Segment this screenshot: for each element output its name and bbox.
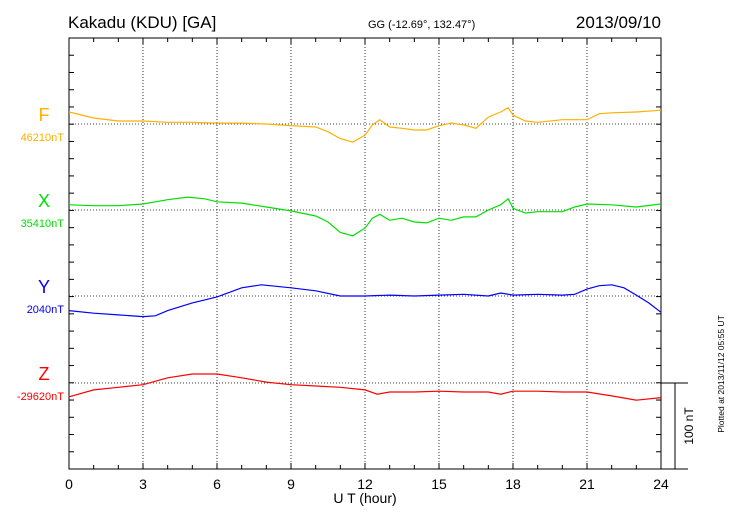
series-label-z: Z xyxy=(39,364,50,384)
scale-bar-label: 100 nT xyxy=(682,407,696,445)
series-label-y: Y xyxy=(38,277,50,297)
trace-x xyxy=(68,196,662,237)
trace-z xyxy=(68,373,662,401)
baseline-value-x: 35410nT xyxy=(21,218,65,230)
chart-date: 2013/09/10 xyxy=(576,13,661,32)
plotted-footer: Plotted at 2013/11/12 05:55 UT xyxy=(716,315,726,433)
x-tick-label: 12 xyxy=(357,476,373,492)
trace-y xyxy=(68,284,662,318)
x-tick-label: 6 xyxy=(213,476,221,492)
baseline-value-y: 2040nT xyxy=(27,304,65,316)
series-label-f: F xyxy=(39,105,50,125)
x-axis-label: U T (hour) xyxy=(333,490,396,506)
chart-subtitle: GG (-12.69°, 132.47°) xyxy=(368,19,475,31)
x-tick-label: 15 xyxy=(431,476,447,492)
baseline-value-f: 46210nT xyxy=(21,132,65,144)
x-tick-label: 3 xyxy=(139,476,147,492)
trace-f xyxy=(68,106,662,143)
x-tick-label: 21 xyxy=(579,476,595,492)
x-tick-label: 24 xyxy=(653,476,669,492)
x-tick-label: 9 xyxy=(287,476,295,492)
x-tick-label: 18 xyxy=(505,476,521,492)
x-tick-label: 0 xyxy=(65,476,73,492)
baseline-value-z: -29620nT xyxy=(17,391,64,403)
chart-title: Kakadu (KDU) [GA] xyxy=(68,13,216,32)
series-label-x: X xyxy=(38,191,50,211)
